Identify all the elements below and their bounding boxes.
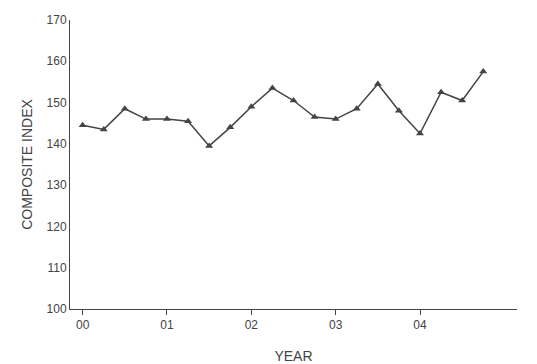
svg-text:140: 140 <box>47 137 67 151</box>
svg-text:YEAR: YEAR <box>274 348 312 364</box>
svg-text:01: 01 <box>160 318 174 332</box>
svg-text:130: 130 <box>47 178 67 192</box>
svg-text:04: 04 <box>413 318 427 332</box>
svg-text:100: 100 <box>47 302 67 316</box>
svg-text:03: 03 <box>329 318 343 332</box>
svg-text:COMPOSITE INDEX: COMPOSITE INDEX <box>19 98 35 229</box>
svg-text:02: 02 <box>245 318 259 332</box>
svg-text:170: 170 <box>47 13 67 27</box>
svg-text:150: 150 <box>47 96 67 110</box>
svg-text:120: 120 <box>47 220 67 234</box>
svg-text:110: 110 <box>47 261 66 275</box>
svg-text:160: 160 <box>47 54 67 68</box>
svg-text:00: 00 <box>76 318 90 332</box>
